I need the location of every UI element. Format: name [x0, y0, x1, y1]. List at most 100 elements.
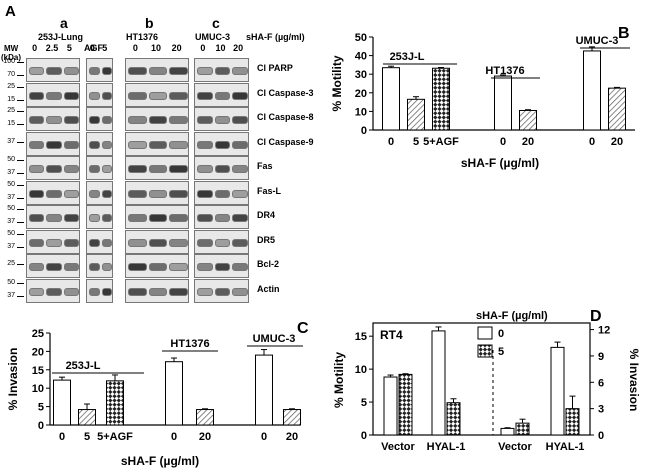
- panel-letter: C: [297, 320, 309, 337]
- cell-line-agf: AGF: [84, 43, 103, 53]
- bar-label: 20: [286, 431, 298, 443]
- blot-strip: [125, 229, 189, 254]
- dose-label: 0: [200, 43, 206, 53]
- mw-marker: 50: [7, 278, 15, 286]
- blot-band: [63, 91, 79, 100]
- blot-row-label: Cl Caspase-9: [257, 136, 314, 147]
- legend-title: sHA-F (µg/ml): [476, 310, 548, 322]
- blot-band: [29, 91, 45, 100]
- bar-label: 5: [84, 431, 90, 443]
- blot-band: [128, 238, 147, 247]
- blot-band: [101, 189, 112, 198]
- bar: [382, 67, 400, 131]
- blot-band: [101, 140, 112, 149]
- y2-tick-label: 0: [598, 430, 604, 442]
- bar-label: 20: [611, 136, 623, 148]
- mw-tick: [17, 222, 24, 223]
- mw-tick: [17, 264, 24, 265]
- blot-band: [197, 91, 213, 100]
- blot-band: [197, 287, 213, 296]
- blot-strip: [86, 205, 113, 229]
- y-tick-label: 5: [38, 402, 44, 414]
- blot-band: [46, 287, 62, 296]
- blot-band: [128, 214, 147, 222]
- y-tick-label: 50: [355, 32, 367, 44]
- cell-line-253j: 253J-Lung: [38, 32, 84, 42]
- chart-d-rt4: 0 5 10 15 0 3 6 9 12 % Motility % Invasion Vector HY…: [332, 308, 641, 453]
- blot-band: [169, 67, 188, 75]
- blot-band: [214, 116, 231, 124]
- blot-strip: [194, 82, 249, 107]
- dose-label: 5: [102, 43, 108, 53]
- blot-strip: [26, 254, 80, 278]
- blot-band: [197, 165, 213, 173]
- blot-band: [46, 238, 62, 247]
- bar: [196, 409, 214, 426]
- bar: [53, 379, 71, 426]
- bar-label: 0: [59, 431, 65, 443]
- blot-strip: [125, 107, 189, 131]
- mw-tick: [17, 99, 24, 101]
- bar-label: 0: [500, 136, 506, 148]
- blot-strip: [194, 254, 249, 278]
- bar: [608, 87, 626, 131]
- blot-row-label: Cl Caspase-3: [257, 87, 314, 98]
- bar-label: 0: [171, 431, 177, 443]
- mw-tick: [17, 246, 24, 248]
- blot-strip: [86, 156, 113, 180]
- y-tick-label: 40: [355, 51, 367, 63]
- blot-band: [101, 287, 112, 296]
- blot-strip: [26, 58, 80, 82]
- blot-band: [46, 67, 62, 75]
- legend-swatch-0: [477, 326, 493, 340]
- blot-band: [63, 263, 79, 271]
- y-axis-label: % Invasion: [6, 348, 20, 411]
- blot-band: [101, 91, 112, 100]
- mw-tick: [17, 209, 24, 210]
- blot-band: [29, 263, 45, 271]
- blot-band: [214, 91, 231, 100]
- mw-marker: 50: [7, 156, 15, 163]
- blot-band: [169, 238, 188, 247]
- blot-band: [148, 238, 168, 247]
- blot-strip: [26, 131, 80, 156]
- blot-band: [128, 287, 147, 296]
- blot-band: [214, 165, 231, 173]
- chart-title: RT4: [380, 328, 403, 342]
- blot-band: [232, 67, 248, 75]
- subpanel-a-letter: a: [60, 15, 68, 31]
- bar-label: 20: [522, 136, 534, 148]
- y-tick-label: 20: [32, 346, 44, 358]
- blot-band: [169, 287, 188, 296]
- blot-band: [232, 91, 248, 100]
- bar: [432, 67, 450, 131]
- blot-band: [29, 287, 45, 296]
- bar-label: 5: [413, 136, 419, 148]
- blot-band: [232, 263, 248, 271]
- panel-letter: B: [618, 25, 630, 42]
- chart-c-invasion: 0 5 10 15 20 25 % Invasion 0 5 5+AGF 0 20 0 20 253J-L H…: [6, 320, 309, 468]
- dose-label: 0: [32, 43, 38, 53]
- blot-row-label: Fas-L: [257, 185, 282, 196]
- cell-line-umuc3: UMUC-3: [195, 32, 230, 42]
- y-tick-label: 0: [361, 430, 367, 442]
- category-label: HYAL-1: [427, 441, 466, 453]
- bar-label: 20: [199, 431, 211, 443]
- blot-band: [63, 67, 79, 75]
- bar: [500, 427, 515, 436]
- bar-label: 0: [589, 136, 595, 148]
- blot-row-label: Cl PARP: [257, 63, 293, 73]
- blot-band: [232, 189, 248, 198]
- blot-strip: [194, 278, 249, 303]
- blot-band: [169, 116, 188, 124]
- panel-a-letter: A: [5, 3, 16, 20]
- y2-tick-label: 12: [598, 325, 610, 337]
- mw-tick: [17, 75, 24, 76]
- dose-label: 10: [215, 43, 226, 53]
- group-label: HT1376: [170, 338, 209, 350]
- blot-band: [101, 165, 112, 173]
- blot-strip: [194, 107, 249, 131]
- blot-band: [46, 140, 62, 149]
- blot-band: [232, 287, 248, 296]
